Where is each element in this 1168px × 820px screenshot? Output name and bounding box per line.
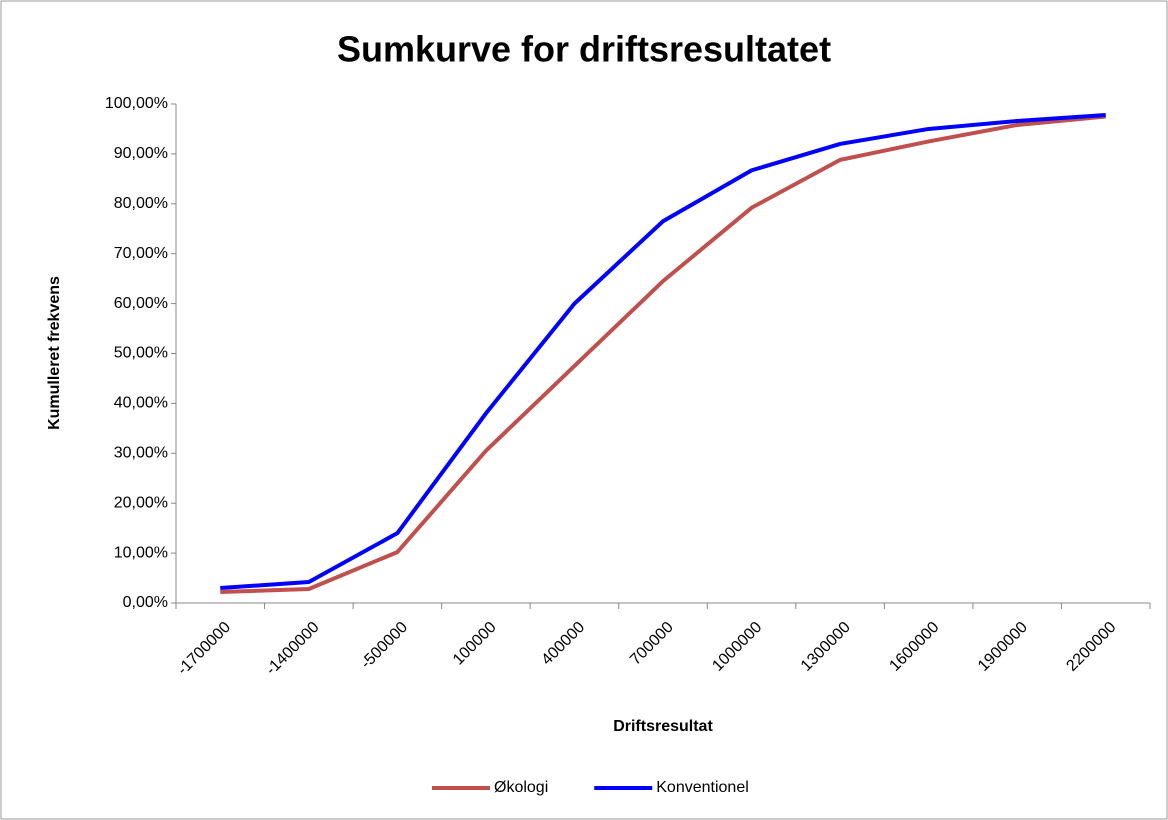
y-tick-label: 60,00% bbox=[114, 295, 168, 312]
y-tick-label: 0,00% bbox=[123, 594, 168, 611]
legend-label: Konventionel bbox=[656, 779, 749, 796]
y-tick-label: 30,00% bbox=[114, 445, 168, 462]
y-tick-label: 40,00% bbox=[114, 395, 168, 412]
y-tick-label: 90,00% bbox=[114, 145, 168, 162]
legend-label: Økologi bbox=[494, 779, 548, 796]
x-axis-label: Driftsresultat bbox=[613, 718, 713, 735]
line-series bbox=[220, 112, 1106, 591]
y-tick-label: 100,00% bbox=[105, 95, 168, 112]
y-tick-label: 50,00% bbox=[114, 345, 168, 362]
y-axis-label: Kumulleret frekvens bbox=[46, 276, 63, 430]
line-series bbox=[220, 114, 1106, 595]
y-tick-label: 70,00% bbox=[114, 245, 168, 262]
chart-title: Sumkurve for driftsresultatet bbox=[337, 29, 831, 70]
y-tick-label: 20,00% bbox=[114, 494, 168, 511]
y-tick-label: 80,00% bbox=[114, 195, 168, 212]
y-tick-label: 10,00% bbox=[114, 544, 168, 561]
